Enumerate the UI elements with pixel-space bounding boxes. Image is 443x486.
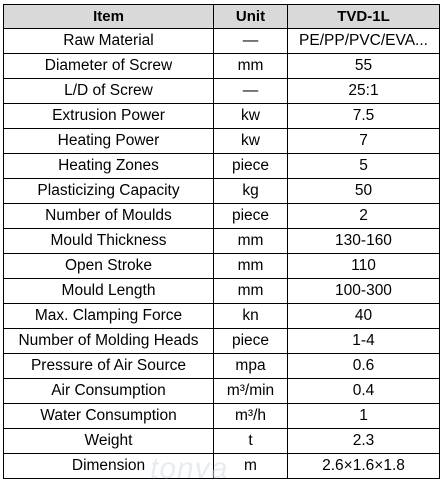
header-unit: Unit — [213, 4, 288, 29]
unit-cell: — — [213, 28, 288, 54]
table-row: Heating Zones piece 5 — [3, 153, 440, 179]
item-cell: Number of Molding Heads — [3, 328, 214, 354]
unit-cell: mm — [213, 228, 288, 254]
header-item: Item — [3, 4, 214, 29]
item-cell: Mould Thickness — [3, 228, 214, 254]
value-cell: 50 — [287, 178, 440, 204]
value-cell: 2.6×1.6×1.8 — [287, 453, 440, 479]
item-cell: Water Consumption — [3, 403, 214, 429]
value-cell: 25:1 — [287, 78, 440, 104]
table-row: Air Consumption m³/min 0.4 — [3, 378, 440, 404]
unit-cell: kn — [213, 303, 288, 329]
table-row: Raw Material — PE/PP/PVC/EVA... — [3, 28, 440, 54]
value-cell: 5 — [287, 153, 440, 179]
unit-cell: mm — [213, 278, 288, 304]
table-row: Water Consumption m³/h 1 — [3, 403, 440, 429]
table-row: Plasticizing Capacity kg 50 — [3, 178, 440, 204]
item-cell: Max. Clamping Force — [3, 303, 214, 329]
unit-cell: piece — [213, 153, 288, 179]
header-model: TVD-1L — [287, 4, 440, 29]
item-cell: Heating Power — [3, 128, 214, 154]
item-cell: Pressure of Air Source — [3, 353, 214, 379]
item-cell: Mould Length — [3, 278, 214, 304]
unit-cell: — — [213, 78, 288, 104]
unit-cell: mpa — [213, 353, 288, 379]
table-row: Weight t 2.3 — [3, 428, 440, 454]
item-cell: Raw Material — [3, 28, 214, 54]
unit-cell: mm — [213, 253, 288, 279]
value-cell: 1 — [287, 403, 440, 429]
unit-cell: kg — [213, 178, 288, 204]
unit-cell: t — [213, 428, 288, 454]
table-header: Item Unit TVD-1L — [3, 4, 440, 29]
unit-cell: m³/h — [213, 403, 288, 429]
table-row: Mould Thickness mm 130-160 — [3, 228, 440, 254]
value-cell: 100-300 — [287, 278, 440, 304]
spec-table: Item Unit TVD-1L Raw Material — PE/PP/PVC/… — [3, 4, 440, 479]
table-row: Number of Moulds piece 2 — [3, 203, 440, 229]
value-cell: 2 — [287, 203, 440, 229]
table-row: Mould Length mm 100-300 — [3, 278, 440, 304]
value-cell: PE/PP/PVC/EVA... — [287, 28, 440, 54]
value-cell: 40 — [287, 303, 440, 329]
header-row: Item Unit TVD-1L — [3, 4, 440, 29]
table-row: L/D of Screw —25:1 — [3, 78, 440, 104]
value-cell: 55 — [287, 53, 440, 79]
value-cell: 0.6 — [287, 353, 440, 379]
unit-cell: kw — [213, 103, 288, 129]
value-cell: 110 — [287, 253, 440, 279]
item-cell: Open Stroke — [3, 253, 214, 279]
item-cell: Extrusion Power — [3, 103, 214, 129]
unit-cell: m — [213, 453, 288, 479]
unit-cell: piece — [213, 203, 288, 229]
item-cell: Number of Moulds — [3, 203, 214, 229]
unit-cell: piece — [213, 328, 288, 354]
table-row: Pressure of Air Source mpa 0.6 — [3, 353, 440, 379]
item-cell: Plasticizing Capacity — [3, 178, 214, 204]
value-cell: 7.5 — [287, 103, 440, 129]
table-body: Raw Material — PE/PP/PVC/EVA... Diameter of… — [3, 28, 440, 479]
item-cell: Heating Zones — [3, 153, 214, 179]
value-cell: 0.4 — [287, 378, 440, 404]
table-row: Open Stroke mm 110 — [3, 253, 440, 279]
item-cell: Dimension — [3, 453, 214, 479]
table-row: Extrusion Power kw 7.5 — [3, 103, 440, 129]
table-row: Dimension m 2.6×1.6×1.8 — [3, 453, 440, 479]
unit-cell: mm — [213, 53, 288, 79]
value-cell: 2.3 — [287, 428, 440, 454]
table-row: Heating Power kw 7 — [3, 128, 440, 154]
table-row: Diameter of Screw mm 55 — [3, 53, 440, 79]
table-row: Max. Clamping Force kn 40 — [3, 303, 440, 329]
unit-cell: m³/min — [213, 378, 288, 404]
value-cell: 7 — [287, 128, 440, 154]
value-cell: 130-160 — [287, 228, 440, 254]
unit-cell: kw — [213, 128, 288, 154]
item-cell: Air Consumption — [3, 378, 214, 404]
item-cell: L/D of Screw — [3, 78, 214, 104]
table-row: Number of Molding Heads piece 1-4 — [3, 328, 440, 354]
value-cell: 1-4 — [287, 328, 440, 354]
item-cell: Diameter of Screw — [3, 53, 214, 79]
item-cell: Weight — [3, 428, 214, 454]
